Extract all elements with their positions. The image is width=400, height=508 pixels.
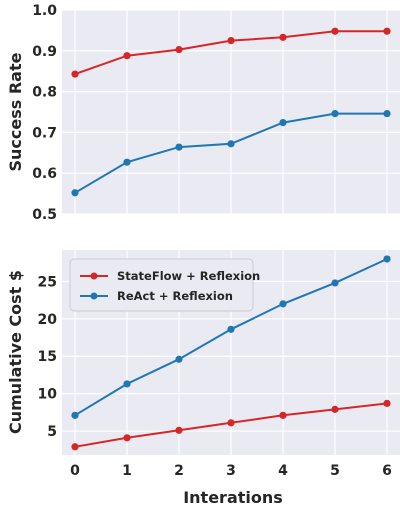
legend-label-stateflow: StateFlow + Reflexion <box>117 269 260 283</box>
data-point-top-1-1 <box>123 158 131 166</box>
y-tick-label-top-4: 0.9 <box>32 44 57 60</box>
y-tick-label-bot-4: 25 <box>38 274 57 290</box>
y-tick-label-top-0: 0.5 <box>32 207 57 223</box>
y-tick-label-bot-2: 15 <box>38 349 57 365</box>
y-tick-label-top-5: 1.0 <box>32 3 57 19</box>
y-tick-label-bot-1: 10 <box>38 387 58 403</box>
x-tick-label-6: 6 <box>382 463 392 479</box>
data-point-top-0-4 <box>279 33 287 41</box>
y-tick-label-top-1: 0.6 <box>32 166 57 182</box>
data-point-bot-0-5 <box>331 405 339 413</box>
legend-marker-react <box>90 292 98 300</box>
panel-cumulative-cost: 5 10 15 20 25 0 1 2 3 4 5 6 Cumulative Cost $ Inte… <box>6 250 400 507</box>
data-point-bot-1-4 <box>279 300 287 308</box>
y-axis-label-bottom: Cumulative Cost $ <box>6 270 25 434</box>
x-axis-label: Interations <box>183 488 283 507</box>
data-point-bot-0-2 <box>175 426 183 434</box>
legend-box <box>69 258 254 312</box>
legend-marker-stateflow <box>90 272 98 280</box>
data-point-top-0-5 <box>331 27 339 35</box>
data-point-bot-1-5 <box>331 279 339 287</box>
data-point-top-0-3 <box>227 37 235 45</box>
data-point-bot-1-3 <box>227 325 235 333</box>
data-point-top-1-6 <box>383 110 391 118</box>
y-tick-label-bot-3: 20 <box>38 312 58 328</box>
data-point-top-0-6 <box>383 27 391 35</box>
data-point-bot-1-0 <box>71 411 79 419</box>
data-point-top-1-5 <box>331 110 339 118</box>
y-ticks-top: 0.5 0.6 0.7 0.8 0.9 1.0 <box>32 3 57 223</box>
data-point-bot-1-6 <box>383 255 391 263</box>
data-point-top-0-0 <box>71 70 79 78</box>
x-tick-label-3: 3 <box>226 463 236 479</box>
y-axis-label-top: Success Rate <box>6 52 25 171</box>
legend-label-react: ReAct + Reflexion <box>117 289 233 303</box>
data-point-bot-0-6 <box>383 399 391 407</box>
y-tick-label-bot-0: 5 <box>47 424 57 440</box>
data-point-top-0-2 <box>175 45 183 54</box>
x-tick-label-5: 5 <box>330 463 340 479</box>
gridlines-top <box>62 9 400 215</box>
data-point-top-0-1 <box>123 52 131 60</box>
y-ticks-bottom: 5 10 15 20 25 <box>38 274 58 440</box>
data-point-top-1-4 <box>279 119 287 127</box>
y-tick-label-top-2: 0.7 <box>32 125 57 141</box>
data-point-top-1-2 <box>175 143 183 151</box>
x-tick-label-1: 1 <box>122 463 132 479</box>
panel-success-rate: 0.5 0.6 0.7 0.8 0.9 1.0 Success Rate <box>6 3 400 223</box>
legend: StateFlow + Reflexion ReAct + Reflexion <box>69 258 260 312</box>
series-top <box>71 27 391 197</box>
x-tick-label-0: 0 <box>70 463 80 479</box>
data-point-bot-0-4 <box>279 411 287 419</box>
data-point-top-1-0 <box>71 189 79 197</box>
x-ticks-bottom: 0 1 2 3 4 5 6 <box>70 463 392 479</box>
x-tick-label-2: 2 <box>174 463 184 479</box>
data-point-top-1-3 <box>227 140 235 148</box>
x-tick-label-4: 4 <box>278 463 288 479</box>
data-point-bot-1-2 <box>175 355 183 363</box>
data-point-bot-0-3 <box>227 419 235 427</box>
data-point-bot-0-1 <box>123 434 131 442</box>
data-point-bot-1-1 <box>123 380 131 388</box>
data-point-bot-0-0 <box>71 443 79 451</box>
series-bottom <box>71 255 391 451</box>
y-tick-label-top-3: 0.8 <box>32 85 57 101</box>
